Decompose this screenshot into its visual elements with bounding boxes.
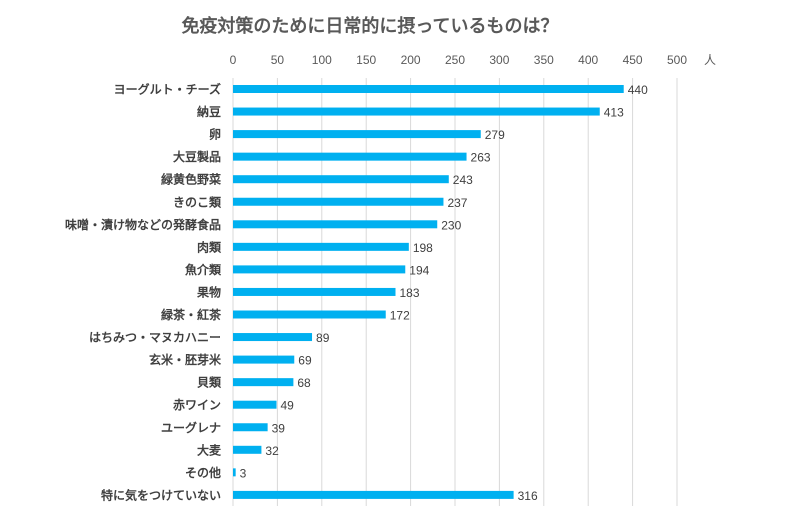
tick-label: 100 bbox=[312, 53, 332, 67]
tick-label: 0 bbox=[230, 53, 237, 67]
category-label: その他 bbox=[185, 465, 221, 480]
bar bbox=[233, 220, 438, 229]
bar bbox=[233, 445, 262, 454]
tick-label: 450 bbox=[623, 53, 643, 67]
category-label: 赤ワイン bbox=[173, 397, 221, 412]
bar bbox=[233, 310, 386, 319]
bar bbox=[233, 423, 268, 432]
category-label: 大麦 bbox=[197, 442, 222, 457]
data-label: 3 bbox=[240, 466, 247, 480]
bar bbox=[233, 400, 277, 409]
category-label: 果物 bbox=[196, 284, 221, 299]
bar bbox=[233, 265, 406, 274]
bar bbox=[233, 333, 313, 342]
bar bbox=[233, 85, 624, 93]
tick-label: 250 bbox=[445, 53, 465, 67]
category-label: きのこ類 bbox=[173, 194, 222, 209]
category-label: 魚介類 bbox=[185, 262, 222, 277]
data-label: 69 bbox=[298, 354, 312, 368]
bar bbox=[233, 152, 467, 161]
bar bbox=[233, 378, 294, 387]
category-label: 貝類 bbox=[197, 375, 222, 390]
bar bbox=[233, 130, 481, 139]
tick-label: 300 bbox=[489, 53, 509, 67]
tick-label: 50 bbox=[271, 53, 285, 67]
category-label: ユーグレナ bbox=[161, 420, 221, 435]
data-label: 39 bbox=[272, 421, 286, 435]
category-label: 納豆 bbox=[197, 104, 221, 119]
category-label: 緑茶・紅茶 bbox=[161, 307, 222, 322]
category-label: はちみつ・マヌカハニー bbox=[89, 331, 221, 345]
bar bbox=[233, 242, 409, 251]
bar bbox=[233, 355, 295, 364]
category-label: 肉類 bbox=[197, 239, 222, 254]
data-label: 237 bbox=[447, 196, 467, 210]
chart-title: 免疫対策のために日常的に摂っているものは？ bbox=[181, 16, 559, 37]
category-label: 特に気をつけていない bbox=[101, 487, 221, 502]
data-label: 68 bbox=[297, 376, 311, 390]
data-label: 32 bbox=[265, 444, 279, 458]
bar bbox=[233, 107, 600, 116]
category-label: ヨーグルト・チーズ bbox=[114, 82, 221, 97]
category-label: 味噌・漬け物などの発酵食品 bbox=[65, 217, 221, 232]
bar bbox=[233, 197, 444, 206]
tick-label: 150 bbox=[356, 53, 376, 67]
data-label: 413 bbox=[604, 106, 624, 120]
tick-label: 500 bbox=[667, 53, 687, 67]
data-label: 89 bbox=[316, 331, 330, 345]
category-label: 玄米・胚芽米 bbox=[149, 352, 222, 367]
data-label: 243 bbox=[453, 173, 473, 187]
data-label: 49 bbox=[281, 399, 295, 413]
bar bbox=[233, 175, 449, 184]
data-label: 440 bbox=[628, 83, 648, 97]
data-label: 316 bbox=[518, 489, 538, 503]
data-label: 172 bbox=[390, 309, 410, 323]
tick-label: 350 bbox=[534, 53, 554, 67]
data-label: 230 bbox=[441, 218, 461, 232]
category-label: 緑黄色野菜 bbox=[161, 172, 221, 187]
bar bbox=[233, 287, 396, 296]
data-label: 279 bbox=[485, 128, 505, 142]
data-label: 263 bbox=[471, 151, 491, 165]
data-label: 183 bbox=[400, 286, 420, 300]
data-label: 194 bbox=[409, 263, 429, 277]
tick-label: 200 bbox=[401, 53, 421, 67]
category-label: 大豆製品 bbox=[173, 149, 221, 164]
unit-label: 人 bbox=[704, 53, 716, 67]
data-label: 198 bbox=[413, 241, 433, 255]
bar bbox=[233, 468, 236, 477]
category-label: 卵 bbox=[209, 127, 221, 142]
bar bbox=[233, 490, 514, 499]
tick-label: 400 bbox=[578, 53, 598, 67]
